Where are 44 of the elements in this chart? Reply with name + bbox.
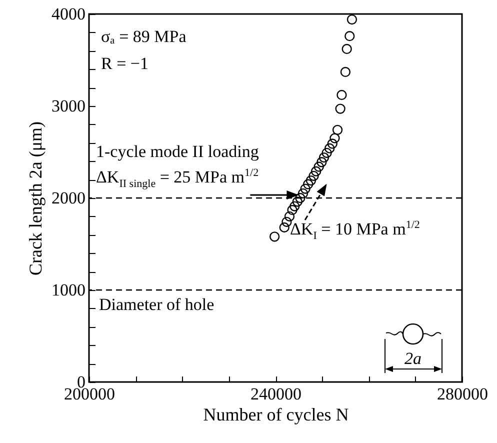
point <box>295 192 306 204</box>
point <box>290 201 300 212</box>
point <box>322 148 332 158</box>
annotation: ΔK$_{I}$ = 10 MPa m$^{1/2}$ <box>290 219 420 242</box>
annotation: R = −1 <box>101 54 149 73</box>
point <box>282 216 292 227</box>
point <box>327 138 338 149</box>
annotation: 2a <box>404 349 422 368</box>
point <box>306 175 316 186</box>
point <box>342 44 352 54</box>
point <box>336 90 347 100</box>
point <box>300 184 310 194</box>
point <box>332 124 343 135</box>
ref-line-label: Diameter of hole <box>99 295 214 314</box>
point <box>292 196 302 207</box>
point <box>340 66 351 78</box>
point <box>310 166 322 176</box>
point <box>269 232 280 242</box>
point <box>308 170 319 181</box>
point <box>335 104 346 114</box>
y-tick-label: 2000 <box>52 188 86 208</box>
point <box>298 188 308 198</box>
point <box>324 143 335 154</box>
point <box>284 211 295 222</box>
y-tick-label: 4000 <box>52 4 86 24</box>
point <box>287 204 298 216</box>
point <box>318 152 330 163</box>
point <box>346 14 358 25</box>
annotation: σₐ = 89 MPa <box>101 27 186 46</box>
point <box>279 222 290 233</box>
x-tick-label: 240000 <box>250 384 302 404</box>
x-axis-title: Number of cycles N <box>203 404 349 424</box>
annotation: ΔK$_{II single}$ = 25 MPa m$^{1/2}$ <box>96 167 259 190</box>
point <box>316 157 327 168</box>
point <box>330 133 340 144</box>
annotation: 1-cycle mode II loading <box>96 142 259 161</box>
y-tick-label: 3000 <box>52 96 86 116</box>
point <box>303 179 314 190</box>
x-tick-label: 280000 <box>437 384 488 404</box>
point <box>314 162 324 172</box>
y-axis-title: Crack length 2a (μm) <box>26 121 46 276</box>
y-tick-label: 1000 <box>52 280 86 300</box>
hole-diagram: 2a <box>384 323 442 374</box>
point <box>344 31 355 42</box>
